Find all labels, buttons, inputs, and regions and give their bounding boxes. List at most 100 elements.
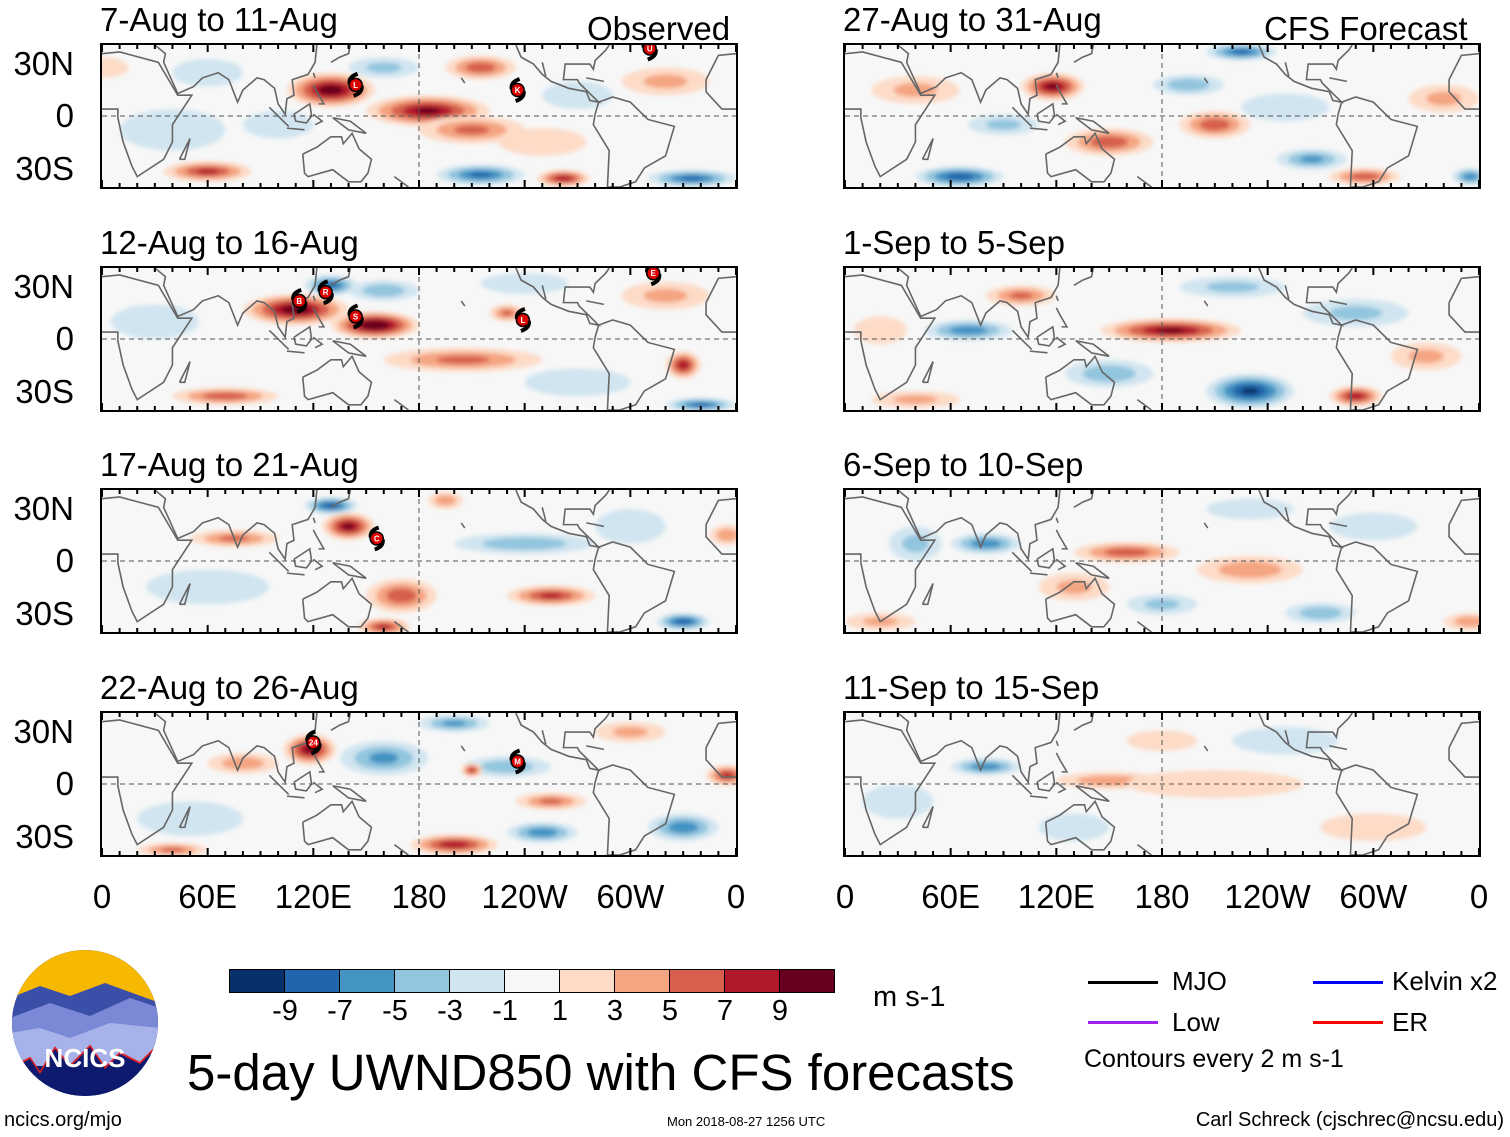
coastline (312, 529, 326, 550)
coastline (1011, 329, 1033, 350)
coastline (312, 781, 324, 794)
colorbar-label: -3 (437, 995, 463, 1027)
coastline (845, 274, 937, 401)
tropical-cyclone-icon: R (317, 279, 334, 306)
tropical-cyclone-icon: U (641, 45, 658, 62)
anomaly-map (845, 713, 1479, 855)
anomaly-contour (1349, 172, 1380, 181)
anomaly-contour (439, 841, 469, 849)
colorbar-label: 9 (771, 995, 789, 1027)
x-tick-label: 120E (1017, 878, 1095, 915)
x-tick-label: 120W (481, 878, 568, 915)
coastline (1329, 745, 1348, 751)
legend-low-label: Low (1172, 1007, 1220, 1037)
coastline (330, 490, 352, 509)
anomaly-contour (1454, 616, 1479, 627)
anomaly-contour (102, 57, 129, 78)
storm-label: M (514, 757, 521, 766)
anomaly-contour (465, 62, 496, 73)
coastline (312, 295, 316, 302)
coastline (286, 127, 305, 131)
coastline (1073, 713, 1095, 732)
anomaly-contour (691, 403, 710, 407)
coastline (1036, 102, 1056, 124)
coastline (592, 764, 676, 855)
coastline (1284, 285, 1290, 300)
anomaly-contour (366, 62, 402, 73)
storm-label: L (353, 81, 358, 90)
coastline (1036, 547, 1056, 569)
coastline (1335, 541, 1419, 632)
anomaly-contour (1082, 365, 1136, 382)
coastline (330, 268, 352, 287)
colorbar-label: -1 (492, 995, 518, 1027)
coastline (897, 713, 1061, 785)
coastline (1258, 268, 1353, 327)
footer-timestamp: Mon 2018-08-27 1256 UTC (667, 1114, 826, 1129)
coastline (330, 45, 352, 64)
coastline (301, 354, 373, 406)
coastline (1073, 268, 1095, 287)
legend-mjo-line (1088, 981, 1158, 984)
y-tick-label: 30S (15, 595, 74, 632)
coastline (586, 745, 605, 751)
coastline (178, 583, 191, 606)
anomaly-contour (1206, 281, 1259, 293)
anomaly-contour (893, 395, 938, 404)
anomaly-contour (442, 720, 466, 727)
coastline (154, 713, 318, 785)
coastline (312, 558, 324, 571)
anomaly-contour (612, 726, 648, 738)
anomaly-contour (893, 83, 938, 97)
anomaly-map: C (102, 490, 736, 632)
y-tick-label: 0 (55, 320, 74, 357)
coastline (286, 572, 305, 576)
map-panel (843, 488, 1481, 634)
coastline (178, 138, 191, 161)
anomaly-map: B R S L E (102, 268, 736, 410)
coastline (1448, 52, 1479, 110)
coastline (1044, 354, 1116, 406)
anomaly-map (845, 490, 1479, 632)
figure-title: 5-day UWND850 with CFS forecasts (187, 1044, 1015, 1101)
anomaly-contour (949, 325, 988, 335)
anomaly-contour (1232, 49, 1251, 55)
coastline (586, 522, 605, 528)
coastline (102, 274, 194, 401)
x-tick-label: 120W (1224, 878, 1311, 915)
anomaly-contour (1090, 136, 1129, 148)
anomaly-contour (469, 172, 492, 178)
coastline (102, 719, 194, 846)
coastline (1029, 572, 1048, 576)
coastline (1073, 490, 1095, 509)
coastline (1075, 784, 1110, 803)
coastline (1055, 84, 1069, 105)
coastline (1055, 752, 1069, 773)
colorbar-swatch (725, 970, 780, 992)
panel-title: 12-Aug to 16-Aug (100, 224, 359, 261)
anomaly-contour (1299, 606, 1342, 620)
coastline (332, 784, 367, 803)
coastline (1011, 774, 1033, 795)
coastline (268, 106, 290, 127)
coastline (1203, 522, 1209, 529)
anomaly-contour (498, 128, 587, 156)
colorbar-label: -5 (382, 995, 408, 1027)
coastline (1055, 558, 1067, 571)
anomaly-contour (415, 107, 441, 114)
coastline (592, 319, 676, 410)
legend-kelvin-line (1313, 981, 1383, 984)
anomaly-contour (1329, 512, 1418, 541)
coastline (1044, 576, 1116, 628)
anomaly-contour (944, 173, 975, 181)
anomaly-map (845, 45, 1479, 187)
coastline (1075, 116, 1110, 135)
coastline (1055, 517, 1059, 524)
y-tick-label: 0 (55, 765, 74, 802)
coastline (1448, 275, 1479, 333)
coastline (515, 45, 610, 104)
legend-mjo-label: MJO (1172, 966, 1227, 996)
colorbar-swatch (615, 970, 670, 992)
anomaly-contour (1462, 172, 1478, 181)
coastline (268, 329, 290, 350)
